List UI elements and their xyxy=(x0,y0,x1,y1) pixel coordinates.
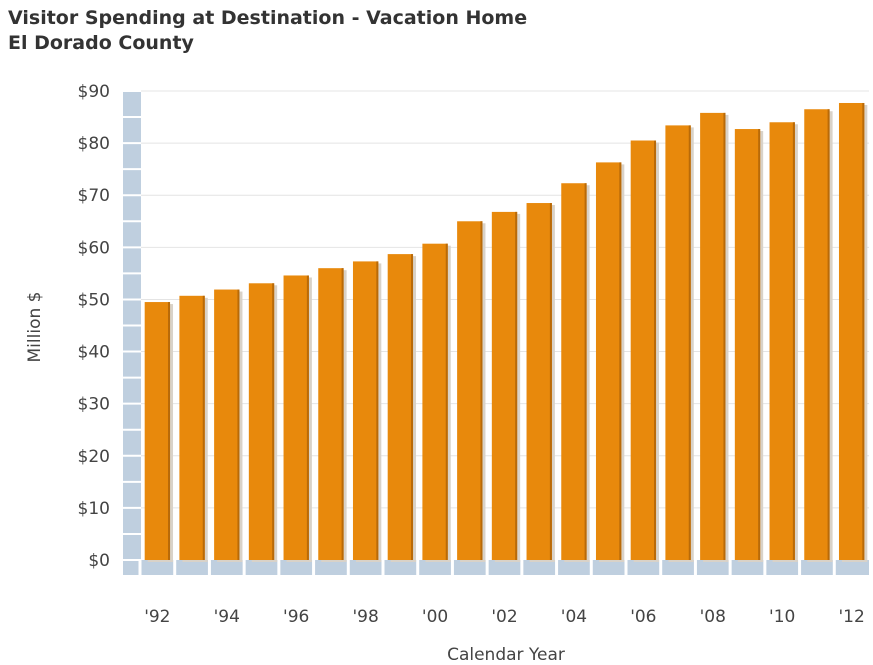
bar-edge xyxy=(411,254,414,560)
bar-edge xyxy=(480,221,483,560)
bar-edge xyxy=(723,112,726,561)
x-tick-label: '04 xyxy=(561,607,587,627)
x-tick-label: '10 xyxy=(769,607,795,627)
bar-edge xyxy=(272,283,275,560)
bar-06 xyxy=(630,140,657,560)
x-tick-label: '94 xyxy=(214,607,240,627)
bar-edge xyxy=(862,102,865,560)
bar-edge xyxy=(792,122,795,561)
x-axis-band-fill xyxy=(140,560,869,575)
bar-95 xyxy=(248,283,275,560)
bar-08 xyxy=(700,112,726,561)
bar-edge xyxy=(584,183,587,560)
bar-98 xyxy=(352,261,379,560)
y-tick-label: $30 xyxy=(78,395,110,415)
x-tick-labels: '92 '94 '96 '98 '00 '02 '04 '06 '08 '10 '12 xyxy=(144,607,865,627)
y-tick-label: $50 xyxy=(78,290,110,310)
bar-edge xyxy=(515,211,518,561)
bar-03 xyxy=(526,203,552,561)
chart-title: Visitor Spending at Destination - Vacati… xyxy=(8,7,528,29)
bar-edge xyxy=(827,109,830,560)
bar-edge xyxy=(376,261,379,560)
bar-10 xyxy=(769,122,795,561)
bar-12 xyxy=(838,102,865,560)
bar-edge xyxy=(237,289,240,560)
bar-edge xyxy=(306,275,309,560)
y-tick-label: $60 xyxy=(78,238,110,258)
bar-edge xyxy=(168,302,171,560)
y-tick-label: $90 xyxy=(78,82,110,102)
bar-edge xyxy=(654,140,657,560)
bar-edge xyxy=(341,268,344,560)
x-tick-label: '00 xyxy=(422,607,448,627)
bar-09 xyxy=(734,129,761,560)
chart-subtitle: El Dorado County xyxy=(8,32,194,54)
bar-96 xyxy=(283,275,309,560)
y-tick-label: $80 xyxy=(78,134,110,154)
bar-99 xyxy=(387,254,414,560)
y-tick-label: $0 xyxy=(88,551,110,571)
bar-edge xyxy=(758,129,761,560)
bar-92 xyxy=(144,302,171,560)
x-tick-label: '08 xyxy=(700,607,726,627)
bar-edge xyxy=(549,203,552,561)
y-axis-band xyxy=(123,90,141,575)
x-axis-label: Calendar Year xyxy=(447,645,565,665)
chart-title-block: Visitor Spending at Destination - Vacati… xyxy=(8,6,527,56)
bar-94 xyxy=(214,289,240,560)
x-tick-label: '98 xyxy=(352,607,378,627)
bar-series xyxy=(144,102,868,563)
y-tick-labels: $0 $10 $20 $30 $40 $50 $60 $70 $80 $90 xyxy=(78,82,110,571)
x-axis-band xyxy=(138,560,869,575)
bar-05 xyxy=(595,162,622,561)
bar-edge xyxy=(202,295,205,560)
y-axis-label: Million $ xyxy=(25,292,45,363)
y-tick-label: $10 xyxy=(78,499,110,519)
bar-edge xyxy=(445,243,448,561)
x-tick-label: '06 xyxy=(630,607,656,627)
bar-07 xyxy=(665,125,691,560)
x-tick-label: '92 xyxy=(144,607,170,627)
bar-edge xyxy=(619,162,622,561)
x-tick-label: '12 xyxy=(838,607,864,627)
bar-11 xyxy=(804,109,830,560)
y-axis-band-fill xyxy=(123,91,141,575)
bar-02 xyxy=(491,211,518,561)
bar-04 xyxy=(561,183,587,560)
y-tick-label: $70 xyxy=(78,186,110,206)
x-tick-label: '96 xyxy=(283,607,309,627)
y-tick-label: $40 xyxy=(78,343,110,363)
x-tick-label: '02 xyxy=(491,607,517,627)
bar-97 xyxy=(318,268,344,560)
bar-edge xyxy=(688,125,691,560)
bar-00 xyxy=(422,243,448,561)
y-tick-label: $20 xyxy=(78,447,110,467)
bar-01 xyxy=(457,221,483,560)
bar-93 xyxy=(179,295,205,560)
